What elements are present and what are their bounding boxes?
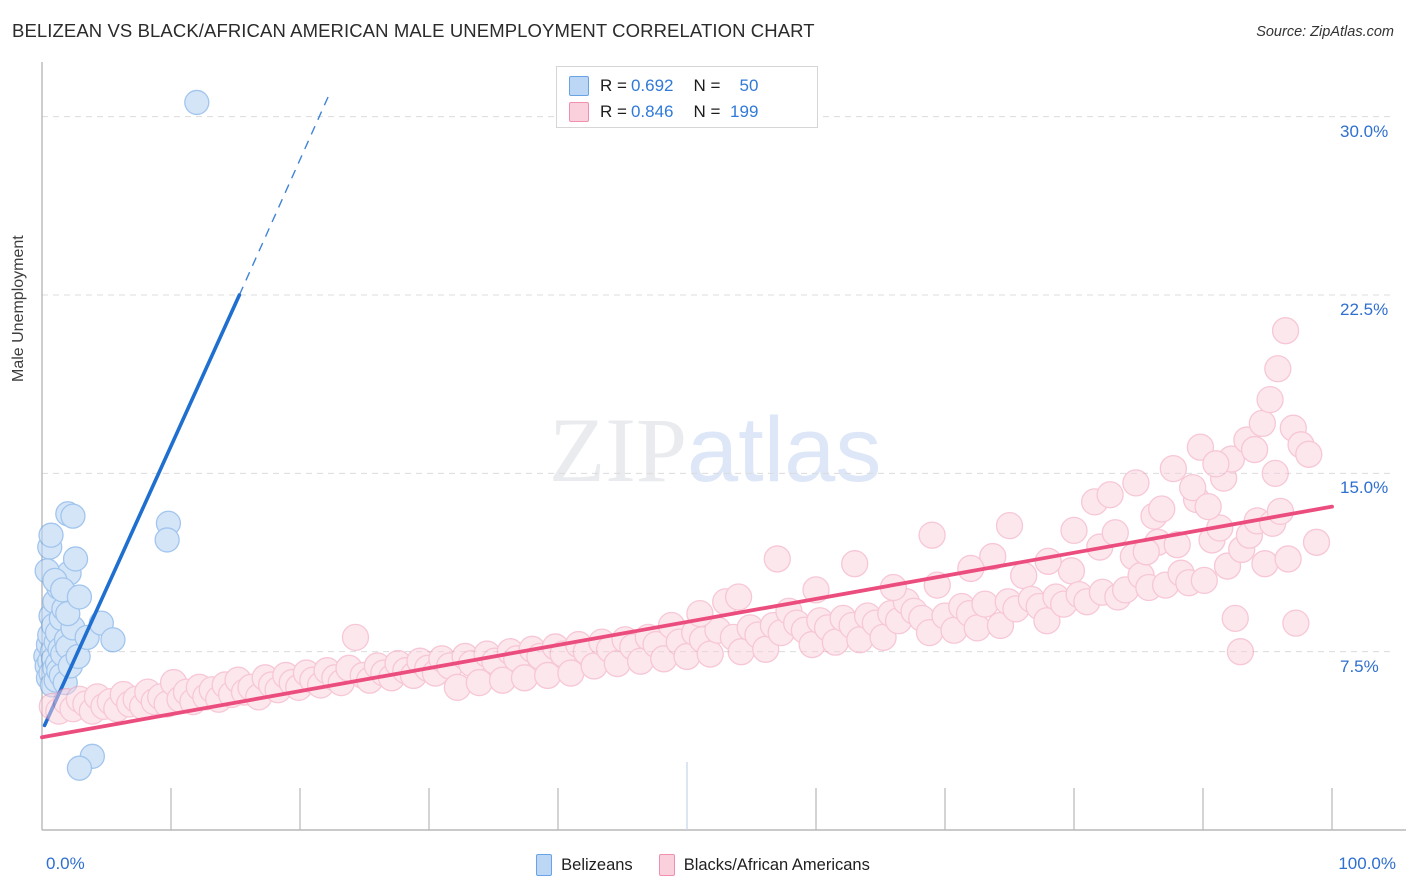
y-axis-tick-label: 22.5% <box>1340 300 1389 319</box>
trendline-belizeans <box>42 90 332 728</box>
r-value-pink: 0.846 <box>630 102 674 121</box>
x-axis-max-label: 100.0% <box>1338 854 1396 873</box>
n-label-pink: N = <box>693 102 721 121</box>
legend-swatch-blue-icon <box>569 76 589 96</box>
n-value-blue: 50 <box>739 76 759 95</box>
r-value-blue: 0.692 <box>630 76 674 95</box>
scatter-series-belizeans <box>33 89 210 781</box>
legend-row-blacks: R = 0.846 N = 199 <box>569 99 807 125</box>
r-label-blue: R = <box>600 76 627 95</box>
correlation-legend: R = 0.692 N = 50 R = 0.846 N = 199 <box>556 66 818 128</box>
source-note: Source: ZipAtlas.com <box>1256 24 1394 40</box>
y-axis-tick-label: 30.0% <box>1340 121 1389 141</box>
series-swatch-blue-icon <box>536 854 553 876</box>
y-axis-tick-label: 7.5% <box>1340 656 1379 676</box>
page-title: BELIZEAN VS BLACK/AFRICAN AMERICAN MALE … <box>12 20 815 41</box>
x-axis-ticks <box>170 762 1333 830</box>
legend-swatch-pink-icon <box>569 102 589 122</box>
scatter-series-blacks-african-americans <box>38 317 1331 725</box>
x-axis-min-label: 0.0% <box>46 854 85 873</box>
legend-row-belizeans: R = 0.692 N = 50 <box>569 73 807 99</box>
series-legend: Belizeans Blacks/African Americans <box>0 854 1406 876</box>
series-label-belizeans: Belizeans <box>561 855 633 874</box>
series-legend-item-belizeans[interactable]: Belizeans <box>536 854 633 876</box>
n-label-blue: N = <box>693 76 721 95</box>
trendline-blacks-african-americans <box>40 504 1334 740</box>
series-legend-item-blacks[interactable]: Blacks/African Americans <box>658 854 870 876</box>
r-label-pink: R = <box>600 102 627 121</box>
n-value-pink: 199 <box>730 102 759 121</box>
series-swatch-pink-icon <box>658 854 675 876</box>
series-label-blacks: Blacks/African Americans <box>683 855 870 874</box>
y-axis-tick-label: 15.0% <box>1340 478 1389 498</box>
